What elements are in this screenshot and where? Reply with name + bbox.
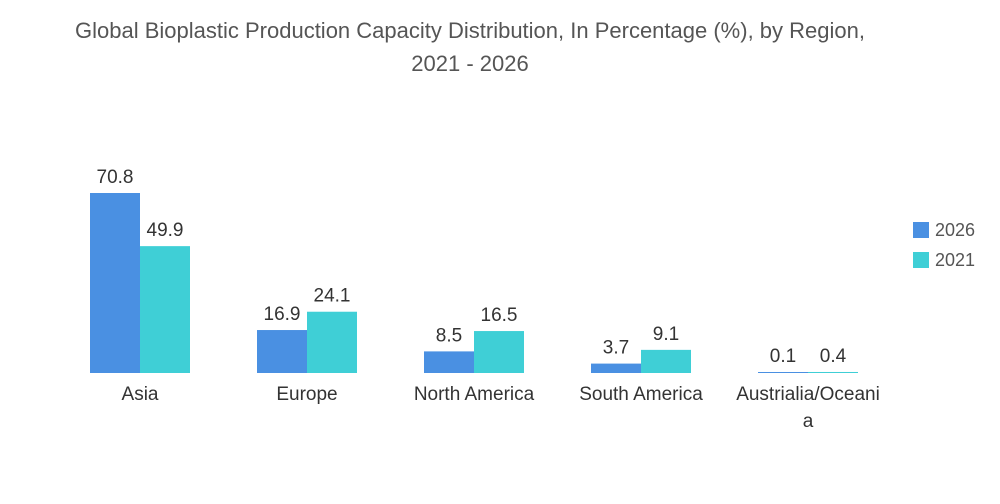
bar-north-america-2026 <box>424 351 474 373</box>
bar-europe-2026 <box>257 330 307 373</box>
bar-north-america-2021 <box>474 331 524 373</box>
value-label-north-america-2026: 8.5 <box>436 325 462 346</box>
value-label-europe-2021: 24.1 <box>314 286 351 307</box>
legend-label-2026: 2026 <box>935 220 975 240</box>
value-label-south-america-2026: 3.7 <box>603 338 629 359</box>
bar-austrialia-oceania-2021 <box>808 371 858 373</box>
category-label: Asia <box>122 384 159 405</box>
category-label: South America <box>579 384 703 405</box>
bars-group <box>90 193 858 373</box>
bar-south-america-2021 <box>641 349 691 373</box>
legend: 2026 2021 <box>913 220 975 270</box>
bar-austrialia-oceania-2026 <box>758 372 808 373</box>
value-label-austrialia-oceania-2026: 0.1 <box>770 346 796 367</box>
legend-label-2021: 2021 <box>935 250 975 270</box>
value-label-south-america-2021: 9.1 <box>653 324 679 345</box>
category-label: North America <box>414 384 535 405</box>
category-label: a <box>803 411 814 432</box>
value-label-austrialia-oceania-2021: 0.4 <box>820 346 847 367</box>
legend-swatch-2021 <box>913 252 929 268</box>
bar-asia-2021 <box>140 246 190 373</box>
bar-south-america-2026 <box>591 363 641 373</box>
value-label-asia-2026: 70.8 <box>97 167 134 188</box>
category-label: Europe <box>276 384 337 405</box>
legend-swatch-2026 <box>913 222 929 238</box>
category-label: Austrialia/Oceani <box>736 384 880 405</box>
chart-title: Global Bioplastic Production Capacity Di… <box>75 18 865 76</box>
bar-europe-2021 <box>307 311 357 373</box>
category-labels-group: Asia Europe North America South America Aust… <box>122 384 880 432</box>
value-label-north-america-2021: 16.5 <box>481 305 518 326</box>
value-labels-group: 70.8 49.9 16.9 24.1 8.5 16.5 3.7 9.1 0.1 0.4 <box>97 167 847 367</box>
bar-asia-2026 <box>90 193 140 373</box>
value-label-europe-2026: 16.9 <box>264 304 301 325</box>
value-label-asia-2021: 49.9 <box>147 220 184 241</box>
